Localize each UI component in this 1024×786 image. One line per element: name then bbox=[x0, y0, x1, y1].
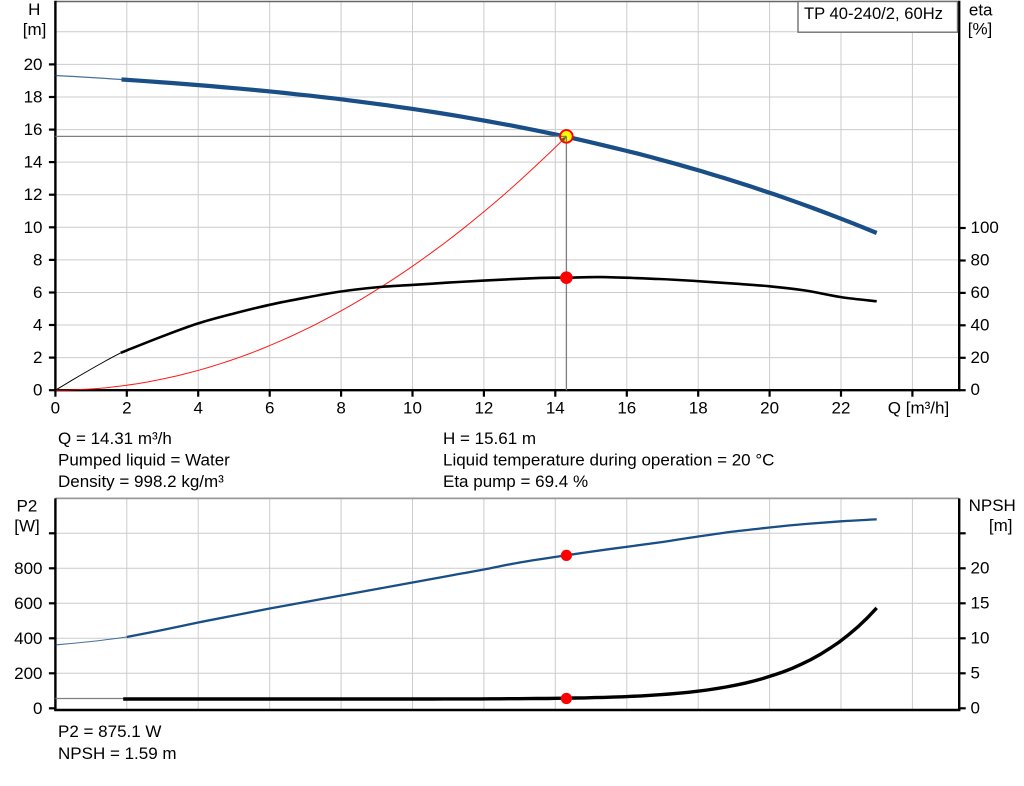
svg-text:2: 2 bbox=[122, 398, 131, 417]
svg-text:18: 18 bbox=[24, 88, 43, 107]
svg-text:20: 20 bbox=[760, 398, 779, 417]
svg-text:[W]: [W] bbox=[14, 517, 40, 536]
svg-text:P2 = 875.1 W: P2 = 875.1 W bbox=[58, 722, 161, 741]
svg-text:800: 800 bbox=[14, 559, 42, 578]
svg-text:Q [m³/h]: Q [m³/h] bbox=[888, 398, 949, 417]
svg-text:16: 16 bbox=[617, 398, 636, 417]
svg-text:H = 15.61 m: H = 15.61 m bbox=[443, 429, 536, 448]
svg-text:5: 5 bbox=[971, 663, 980, 682]
svg-text:eta: eta bbox=[969, 0, 993, 19]
svg-text:0: 0 bbox=[971, 698, 980, 717]
svg-text:Eta pump = 69.4 %: Eta pump = 69.4 % bbox=[443, 472, 588, 491]
svg-text:NPSH = 1.59 m: NPSH = 1.59 m bbox=[58, 744, 177, 763]
svg-text:Density = 998.2 kg/m³: Density = 998.2 kg/m³ bbox=[58, 472, 224, 491]
svg-text:6: 6 bbox=[265, 398, 274, 417]
svg-text:6: 6 bbox=[33, 283, 42, 302]
svg-text:[m]: [m] bbox=[989, 516, 1013, 535]
svg-text:4: 4 bbox=[33, 316, 42, 335]
svg-text:200: 200 bbox=[14, 664, 42, 683]
svg-text:600: 600 bbox=[14, 594, 42, 613]
svg-text:TP 40-240/2, 60Hz: TP 40-240/2, 60Hz bbox=[804, 4, 943, 23]
svg-text:12: 12 bbox=[474, 398, 493, 417]
svg-text:Liquid temperature during oper: Liquid temperature during operation = 20… bbox=[443, 451, 774, 470]
svg-text:P2: P2 bbox=[17, 497, 38, 516]
svg-text:Q = 14.31 m³/h: Q = 14.31 m³/h bbox=[58, 429, 172, 448]
svg-text:20: 20 bbox=[971, 348, 990, 367]
svg-text:400: 400 bbox=[14, 629, 42, 648]
svg-text:22: 22 bbox=[832, 398, 851, 417]
svg-text:[%]: [%] bbox=[968, 19, 993, 38]
svg-text:8: 8 bbox=[33, 250, 42, 269]
svg-text:20: 20 bbox=[24, 55, 43, 74]
svg-text:0: 0 bbox=[51, 398, 60, 417]
svg-text:H: H bbox=[28, 0, 40, 19]
svg-text:60: 60 bbox=[971, 283, 990, 302]
svg-text:0: 0 bbox=[33, 699, 42, 718]
svg-text:Pumped liquid = Water: Pumped liquid = Water bbox=[58, 451, 230, 470]
svg-text:100: 100 bbox=[971, 218, 999, 237]
svg-text:10: 10 bbox=[403, 398, 422, 417]
svg-text:4: 4 bbox=[193, 398, 202, 417]
svg-text:NPSH: NPSH bbox=[969, 496, 1016, 515]
svg-text:[m]: [m] bbox=[23, 20, 47, 39]
svg-text:16: 16 bbox=[24, 120, 43, 139]
svg-text:14: 14 bbox=[546, 398, 565, 417]
svg-text:10: 10 bbox=[971, 628, 990, 647]
svg-text:12: 12 bbox=[24, 185, 43, 204]
svg-text:18: 18 bbox=[689, 398, 708, 417]
svg-text:10: 10 bbox=[24, 218, 43, 237]
svg-text:8: 8 bbox=[336, 398, 345, 417]
svg-text:0: 0 bbox=[971, 380, 980, 399]
svg-text:14: 14 bbox=[24, 153, 43, 172]
svg-text:15: 15 bbox=[971, 593, 990, 612]
svg-text:20: 20 bbox=[971, 558, 990, 577]
svg-text:0: 0 bbox=[33, 381, 42, 400]
svg-text:2: 2 bbox=[33, 348, 42, 367]
svg-text:80: 80 bbox=[971, 251, 990, 270]
svg-text:40: 40 bbox=[971, 315, 990, 334]
